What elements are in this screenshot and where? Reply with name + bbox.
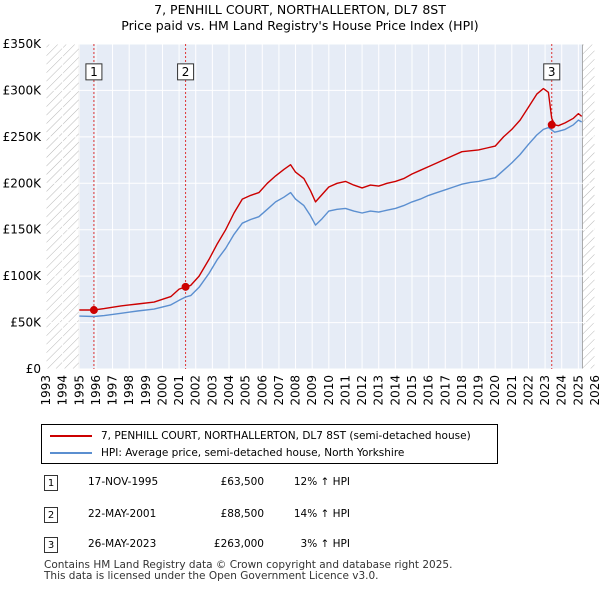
x-tick-label: 2016 (422, 375, 436, 406)
x-tick-label: 2003 (205, 375, 219, 406)
sale-hpi-diff: 12% ↑ HPI (293, 476, 350, 488)
sale-point (89, 306, 98, 315)
x-tick-label: 2012 (355, 375, 369, 406)
x-tick-label: 2011 (338, 375, 352, 406)
x-tick-label: 2008 (289, 375, 303, 406)
y-tick-label: £50K (10, 316, 42, 330)
sale-number-badge: 3 (44, 537, 58, 553)
footer-license: This data is licensed under the Open Gov… (44, 570, 379, 582)
chart-title-line1: 7, PENHILL COURT, NORTHALLERTON, DL7 8ST (154, 2, 446, 17)
x-tick-label: 2021 (505, 375, 519, 406)
hpi-line (79, 119, 583, 318)
hatched-region (582, 44, 595, 369)
price-chart: 1 2 3 £0 £50K £100K £150K £200K £250K £300K £350K… (3, 37, 600, 406)
sale-marker-box (177, 63, 195, 81)
x-tick-label: 2026 (588, 375, 600, 406)
x-tick-label: 1994 (56, 375, 70, 406)
x-tick-label: 1996 (89, 375, 103, 406)
legend-label-hpi: HPI: Average price, semi-detached house,… (101, 447, 405, 459)
footer-copyright: Contains HM Land Registry data © Crown c… (44, 559, 453, 571)
x-tick-label: 2004 (222, 375, 236, 406)
y-tick-label: £150K (3, 223, 43, 237)
x-tick-label: 2000 (155, 375, 169, 406)
footer-attribution: Contains HM Land Registry data © Crown c… (44, 560, 452, 582)
x-tick-label: 2010 (322, 375, 336, 406)
sale-points (89, 120, 556, 315)
legend-swatch-price (50, 435, 92, 437)
sale-marker-box (543, 63, 561, 81)
sale-price: £63,500 (220, 476, 264, 488)
sale-date: 17-NOV-1995 (88, 476, 159, 488)
sale-marker-label: 2 (182, 65, 190, 79)
x-tick-label: 2015 (405, 375, 419, 406)
x-tick-label: 2006 (255, 375, 269, 406)
price-paid-line (79, 87, 583, 311)
legend-label-price: 7, PENHILL COURT, NORTHALLERTON, DL7 8ST… (101, 430, 471, 442)
sale-point (181, 282, 190, 291)
x-tick-label: 1998 (122, 375, 136, 406)
sale-hpi-diff: 14% ↑ HPI (293, 508, 350, 520)
x-tick-label: 1993 (39, 375, 53, 406)
legend-item-price: 7, PENHILL COURT, NORTHALLERTON, DL7 8ST… (42, 428, 497, 444)
gridlines (45, 43, 596, 370)
sale-date: 22-MAY-2001 (88, 508, 157, 520)
y-tick-label: £0 (26, 362, 41, 376)
x-tick-label: 1999 (139, 375, 153, 406)
x-tick-label: 2002 (189, 375, 203, 406)
sale-marker-label: 1 (90, 65, 98, 79)
y-tick-label: £250K (3, 130, 43, 144)
x-tick-label: 1995 (72, 375, 86, 406)
x-tick-label: 2001 (172, 375, 186, 406)
x-tick-label: 2009 (305, 375, 319, 406)
x-tick-label: 2024 (555, 375, 569, 406)
sale-point (547, 120, 556, 129)
sale-number-badge: 1 (44, 475, 58, 491)
sale-price: £88,500 (220, 508, 264, 520)
sale-price: £263,000 (213, 538, 264, 550)
sale-hpi-diff: 3% ↑ HPI (300, 538, 350, 550)
x-tick-label: 2013 (372, 375, 386, 406)
x-tick-label: 2023 (538, 375, 552, 406)
legend: 7, PENHILL COURT, NORTHALLERTON, DL7 8ST… (41, 424, 498, 464)
x-tick-label: 2005 (239, 375, 253, 406)
y-tick-label: £350K (3, 37, 43, 51)
sale-number-badge: 2 (44, 507, 58, 523)
sale-markers: 1 2 3 (85, 63, 561, 81)
chart-subtitle: Price paid vs. HM Land Registry's House … (121, 18, 479, 33)
x-tick-label: 2014 (388, 375, 402, 406)
x-tick-label: 1997 (106, 375, 120, 406)
sale-marker-box (85, 63, 103, 81)
sale-date: 26-MAY-2023 (88, 538, 157, 550)
y-tick-label: £200K (3, 176, 43, 190)
y-tick-label: £100K (3, 269, 43, 283)
x-tick-label: 2019 (472, 375, 486, 406)
y-tick-label: £300K (3, 83, 43, 97)
x-tick-label: 2020 (488, 375, 502, 406)
legend-item-hpi: HPI: Average price, semi-detached house,… (42, 445, 497, 461)
x-tick-label: 2022 (521, 375, 535, 406)
chart-title: 7, PENHILL COURT, NORTHALLERTON, DL7 8ST… (0, 2, 600, 34)
y-axis-ticks: £0 £50K £100K £150K £200K £250K £300K £350K (3, 37, 43, 376)
x-tick-label: 2025 (571, 375, 585, 406)
plot-area (46, 44, 595, 369)
x-axis-ticks: 1993 1994 1995 1996 1997 1998 1999 2000 2001 2002… (39, 375, 600, 406)
x-tick-label: 2018 (455, 375, 469, 406)
legend-swatch-hpi (50, 452, 92, 454)
x-tick-label: 2017 (438, 375, 452, 406)
series-lines (79, 87, 583, 318)
sale-marker-label: 3 (548, 65, 556, 79)
x-tick-label: 2007 (272, 375, 286, 406)
